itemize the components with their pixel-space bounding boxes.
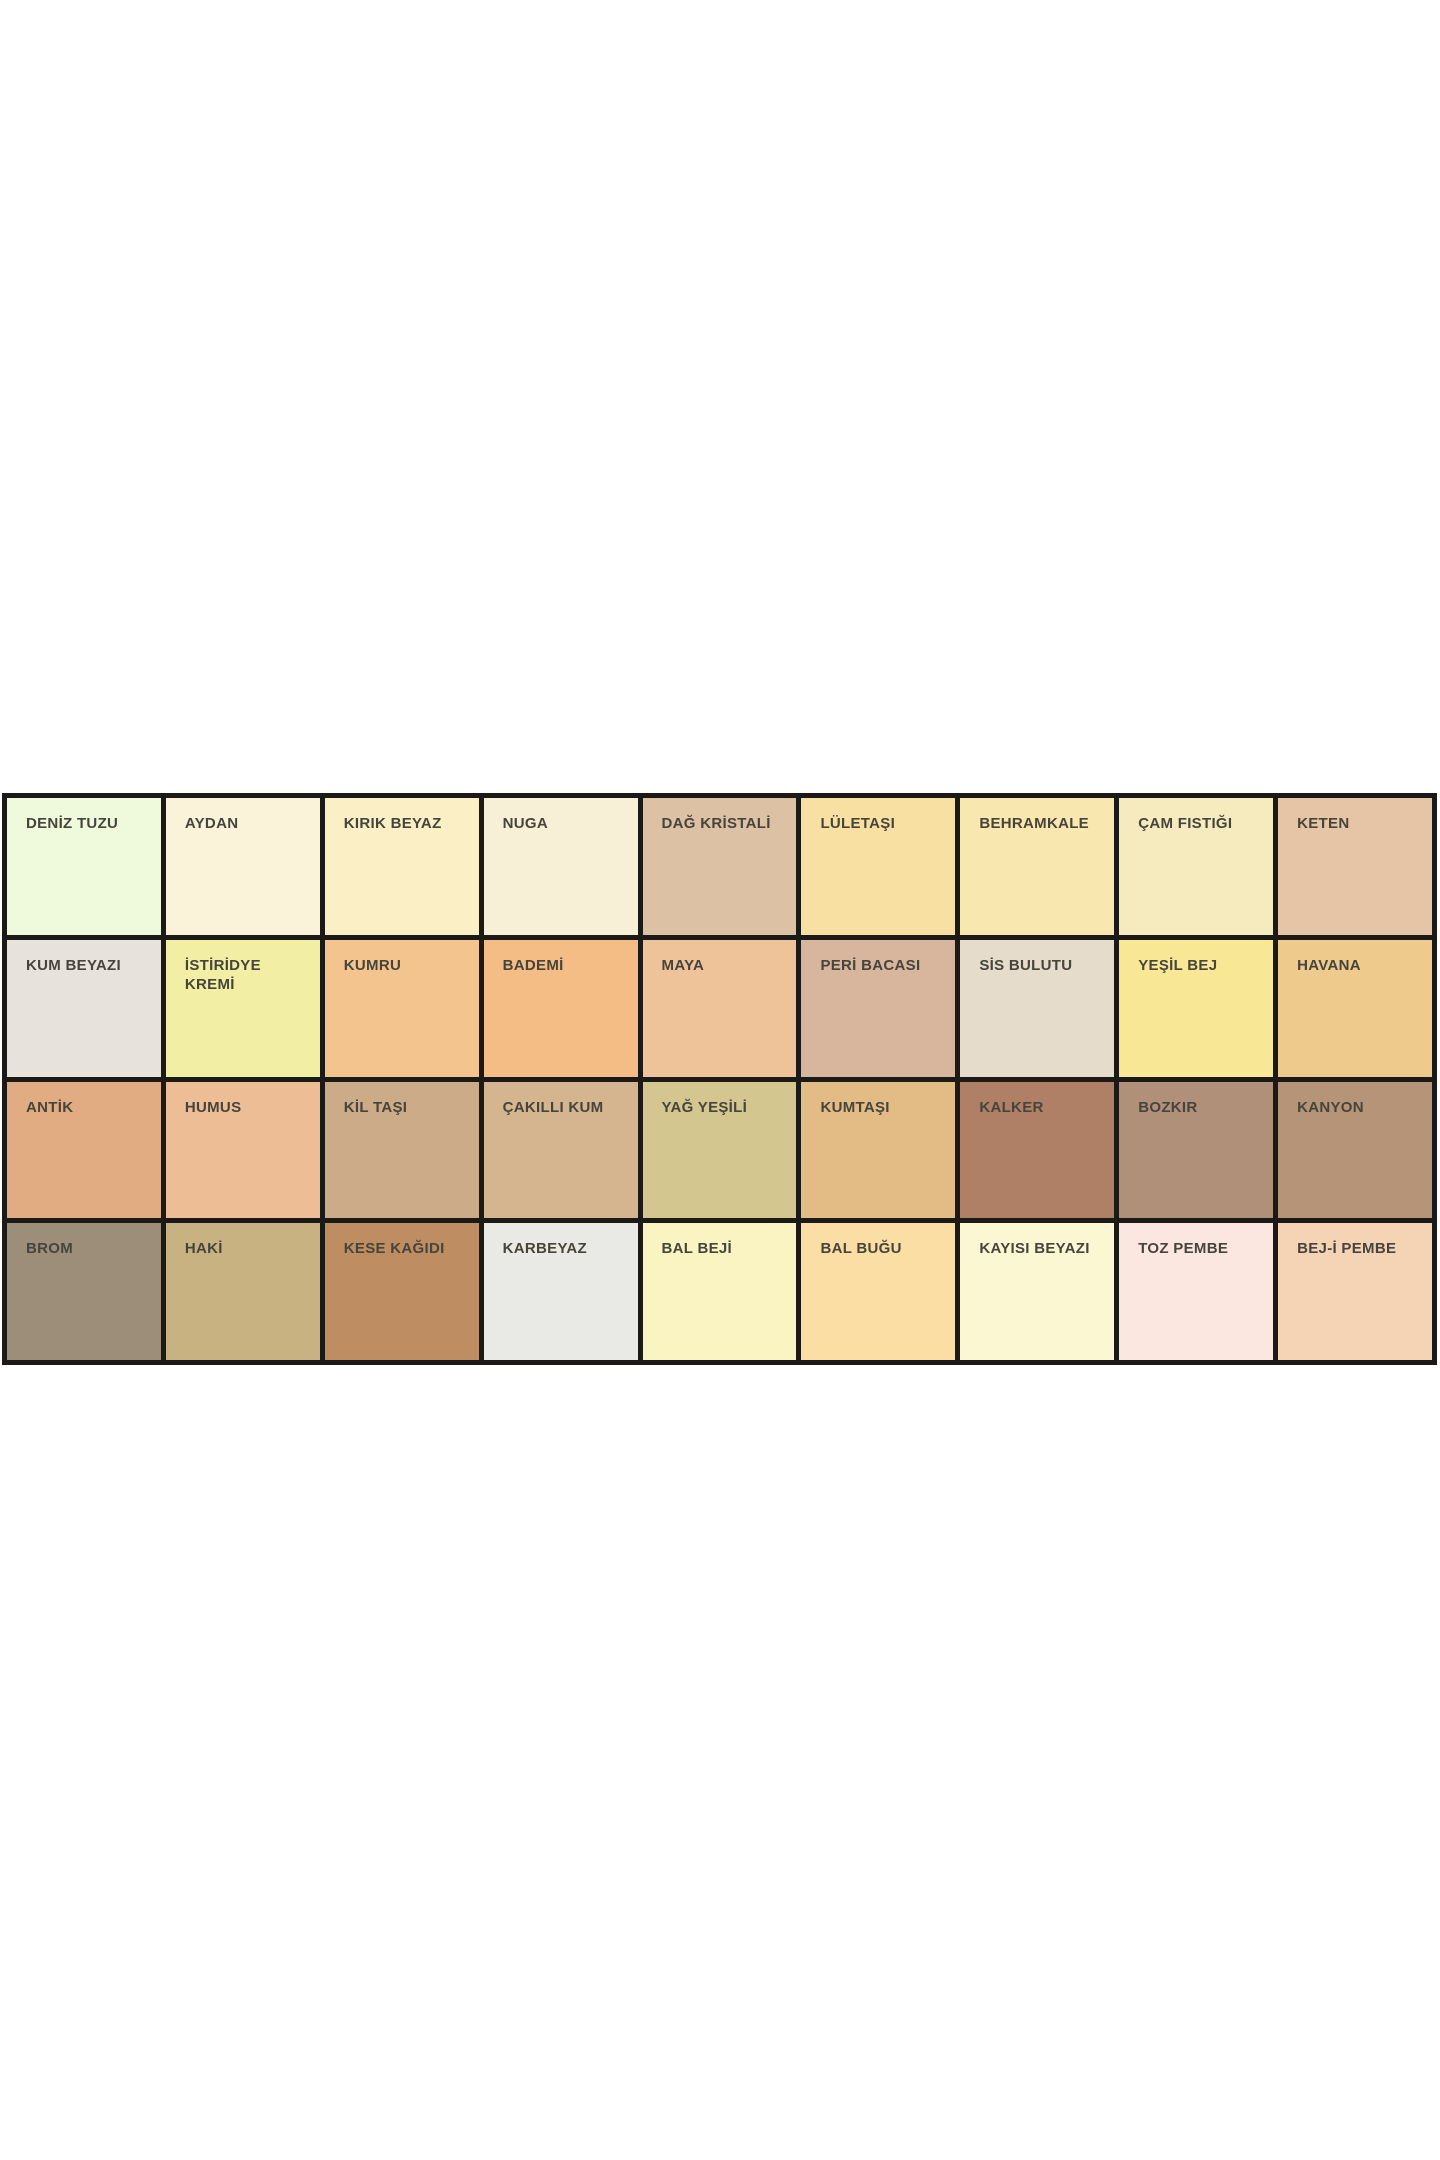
swatch-label: KARBEYAZ xyxy=(502,1240,588,1258)
color-swatch: LÜLETAŞI xyxy=(801,798,956,935)
swatch-label: KAYISI BEYAZI xyxy=(979,1240,1090,1258)
swatch-label: AYDAN xyxy=(184,815,239,832)
swatch-label: HAVANA xyxy=(1297,956,1361,974)
swatch-label: TOZ PEMBE xyxy=(1138,1240,1229,1258)
color-swatch: KETEN xyxy=(1278,798,1432,935)
swatch-label: ÇAM FISTIĞI xyxy=(1138,815,1233,832)
color-swatch: AYDAN xyxy=(165,798,320,935)
color-swatch: BAL BUĞU xyxy=(801,1223,956,1360)
swatch-label: KUMTAŞI xyxy=(820,1098,890,1116)
color-swatch: YAĞ YEŞİLİ xyxy=(642,1081,797,1219)
color-swatch: KIRIK BEYAZ xyxy=(324,798,479,935)
swatch-label: KALKER xyxy=(979,1098,1044,1116)
color-swatch: BROM xyxy=(7,1223,161,1360)
color-swatch: DENİZ TUZU xyxy=(7,798,161,935)
swatch-label: DENİZ TUZU xyxy=(26,815,119,832)
swatch-label: NUGA xyxy=(502,815,549,832)
swatch-label: İSTİRİDYE KREMİ xyxy=(184,956,261,994)
swatch-label: HAKİ xyxy=(184,1240,223,1258)
swatch-label: KESE KAĞIDI xyxy=(343,1240,445,1258)
swatch-label: KİL TAŞI xyxy=(343,1098,408,1116)
color-swatch: ÇAM FISTIĞI xyxy=(1119,798,1274,935)
color-swatch: KİL TAŞI xyxy=(324,1081,479,1219)
swatch-label: HUMUS xyxy=(184,1098,242,1116)
color-swatch: MAYA xyxy=(642,939,797,1077)
color-swatch: BEJ-İ PEMBE xyxy=(1278,1223,1432,1360)
color-swatch: HUMUS xyxy=(165,1081,320,1219)
color-swatch: NUGA xyxy=(483,798,638,935)
color-swatch: BEHRAMKALE xyxy=(960,798,1115,935)
swatch-label: BADEMİ xyxy=(502,956,564,974)
color-swatch: SİS BULUTU xyxy=(960,939,1115,1077)
color-swatch: ANTİK xyxy=(7,1081,161,1219)
color-swatch: KALKER xyxy=(960,1081,1115,1219)
color-swatch: KESE KAĞIDI xyxy=(324,1223,479,1360)
swatch-label: BEHRAMKALE xyxy=(979,815,1089,832)
color-palette-grid: DENİZ TUZU AYDAN KIRIK BEYAZ NUGA DAĞ KRİSTA… xyxy=(2,793,1437,1365)
color-swatch: BADEMİ xyxy=(483,939,638,1077)
swatch-label: BROM xyxy=(26,1240,74,1258)
swatch-label: KUM BEYAZI xyxy=(26,956,121,974)
color-swatch: HAVANA xyxy=(1278,939,1432,1077)
swatch-label: PERİ BACASI xyxy=(820,956,921,974)
swatch-label: ÇAKILLI KUM xyxy=(502,1098,604,1116)
swatch-label: KIRIK BEYAZ xyxy=(343,815,442,832)
swatch-label: SİS BULUTU xyxy=(979,956,1073,974)
color-swatch: İSTİRİDYE KREMİ xyxy=(165,939,320,1077)
color-swatch: ÇAKILLI KUM xyxy=(483,1081,638,1219)
swatch-label: BOZKIR xyxy=(1138,1098,1198,1116)
color-swatch: BAL BEJİ xyxy=(642,1223,797,1360)
color-swatch: KUM BEYAZI xyxy=(7,939,161,1077)
color-swatch: DAĞ KRİSTALİ xyxy=(642,798,797,935)
color-swatch: BOZKIR xyxy=(1119,1081,1274,1219)
color-swatch: KUMTAŞI xyxy=(801,1081,956,1219)
swatch-label: YAĞ YEŞİLİ xyxy=(661,1098,748,1116)
color-swatch: YEŞİL BEJ xyxy=(1119,939,1274,1077)
swatch-label: KETEN xyxy=(1297,815,1350,832)
swatch-label: LÜLETAŞI xyxy=(820,815,896,832)
swatch-label: BEJ-İ PEMBE xyxy=(1297,1240,1397,1258)
color-swatch: KANYON xyxy=(1278,1081,1432,1219)
swatch-label: BAL BUĞU xyxy=(820,1240,902,1258)
color-swatch: HAKİ xyxy=(165,1223,320,1360)
color-swatch: KAYISI BEYAZI xyxy=(960,1223,1115,1360)
swatch-label: KUMRU xyxy=(343,956,402,974)
swatch-label: KANYON xyxy=(1297,1098,1364,1116)
color-swatch: KUMRU xyxy=(324,939,479,1077)
swatch-label: YEŞİL BEJ xyxy=(1138,956,1218,974)
color-swatch: TOZ PEMBE xyxy=(1119,1223,1274,1360)
swatch-label: BAL BEJİ xyxy=(661,1240,733,1258)
color-swatch: PERİ BACASI xyxy=(801,939,956,1077)
color-swatch: KARBEYAZ xyxy=(483,1223,638,1360)
swatch-label: ANTİK xyxy=(26,1098,74,1116)
swatch-label: MAYA xyxy=(661,956,705,974)
swatch-label: DAĞ KRİSTALİ xyxy=(661,815,771,832)
